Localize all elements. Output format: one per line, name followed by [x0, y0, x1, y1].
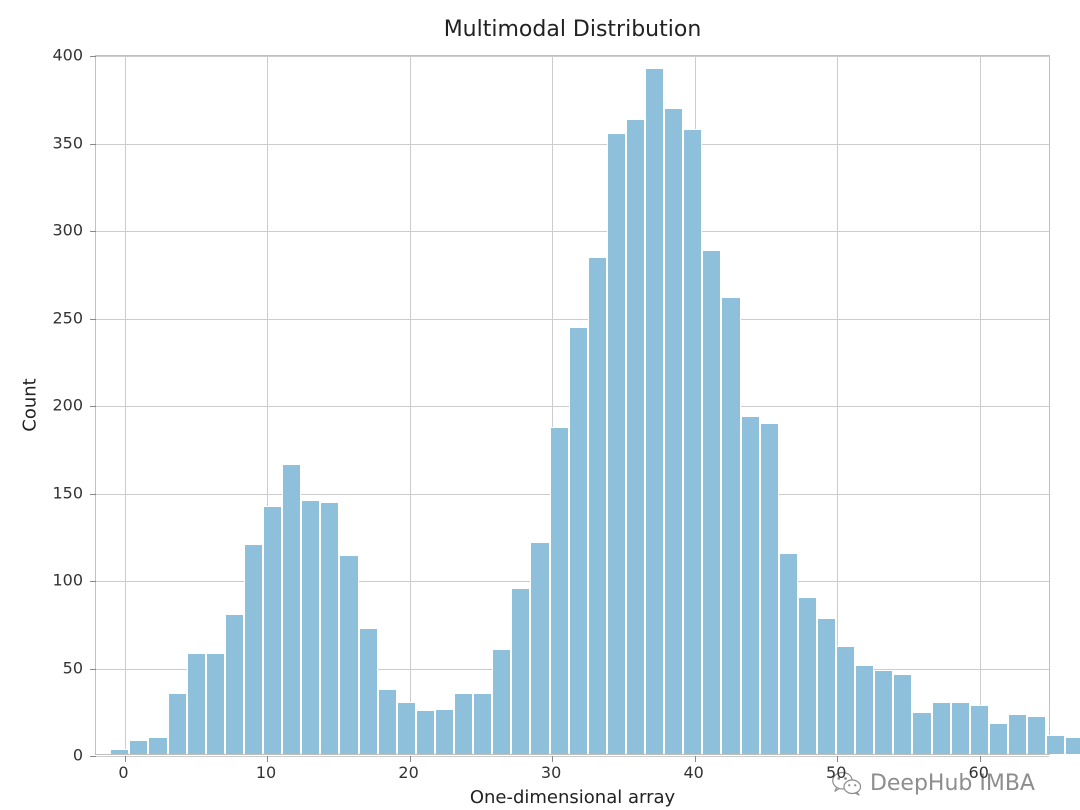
histogram-bar — [473, 693, 492, 754]
y-tick-mark — [90, 756, 96, 757]
histogram-bar — [607, 133, 626, 754]
grid-line-h — [96, 756, 1049, 757]
histogram-bar — [932, 702, 951, 755]
x-tick-label: 60 — [969, 763, 989, 782]
plot-area — [95, 55, 1050, 755]
histogram-bar — [301, 500, 320, 754]
histogram-bar — [378, 689, 397, 754]
histogram-bar — [798, 597, 817, 755]
histogram-bar — [339, 555, 358, 755]
histogram-bar — [702, 250, 721, 754]
histogram-bar — [626, 119, 645, 754]
histogram-bar — [550, 427, 569, 754]
grid-line-h — [96, 319, 1049, 320]
histogram-bar — [129, 740, 148, 754]
histogram-bar — [282, 464, 301, 755]
histogram-bar — [110, 749, 129, 754]
y-tick-mark — [90, 406, 96, 407]
histogram-bar — [912, 712, 931, 754]
y-tick-mark — [90, 581, 96, 582]
histogram-bar — [1008, 714, 1027, 754]
histogram-bar — [569, 327, 588, 754]
watermark: DeepHub IMBA — [832, 770, 1035, 796]
histogram-bar — [836, 646, 855, 755]
histogram-bar — [435, 709, 454, 755]
y-axis-title: Count — [20, 378, 41, 431]
chart-title: Multimodal Distribution — [95, 17, 1050, 42]
y-tick-mark — [90, 144, 96, 145]
histogram-bar — [1027, 716, 1046, 755]
histogram-bar — [530, 542, 549, 754]
grid-line-v — [980, 56, 981, 754]
histogram-bar — [817, 618, 836, 755]
histogram-bar — [874, 670, 893, 754]
histogram-bar — [645, 68, 664, 754]
y-tick-mark — [90, 494, 96, 495]
x-tick-label: 10 — [256, 763, 276, 782]
histogram-bar — [721, 297, 740, 754]
y-tick-mark — [90, 669, 96, 670]
y-tick-mark — [90, 319, 96, 320]
grid-line-v — [125, 56, 126, 754]
histogram-bar — [148, 737, 167, 755]
histogram-bar — [760, 423, 779, 754]
grid-line-h — [96, 231, 1049, 232]
histogram-bar — [187, 653, 206, 755]
x-tick-mark — [125, 756, 126, 762]
histogram-bar — [454, 693, 473, 754]
histogram-bar — [683, 129, 702, 754]
histogram-bar — [779, 553, 798, 754]
x-tick-mark — [980, 756, 981, 762]
histogram-bar — [855, 665, 874, 754]
histogram-bar — [416, 710, 435, 754]
histogram-bar — [244, 544, 263, 754]
x-tick-label: 50 — [826, 763, 846, 782]
x-tick-mark — [267, 756, 268, 762]
histogram-bar — [664, 108, 683, 754]
histogram-bar — [168, 693, 187, 754]
histogram-bar — [511, 588, 530, 754]
histogram-bar — [206, 653, 225, 755]
histogram-bar — [951, 702, 970, 755]
x-tick-label: 20 — [398, 763, 418, 782]
histogram-bar — [263, 506, 282, 755]
x-tick-mark — [837, 756, 838, 762]
x-tick-label: 40 — [683, 763, 703, 782]
x-tick-mark — [552, 756, 553, 762]
x-tick-label: 0 — [118, 763, 128, 782]
watermark-text: DeepHub IMBA — [870, 771, 1035, 796]
x-tick-label: 30 — [541, 763, 561, 782]
histogram-bar — [320, 502, 339, 754]
y-tick-mark — [90, 231, 96, 232]
histogram-bar — [225, 614, 244, 754]
figure: Multimodal Distribution Count One-dimens… — [0, 0, 1080, 810]
y-tick-mark — [90, 56, 96, 57]
histogram-bar — [397, 702, 416, 755]
grid-line-v — [410, 56, 411, 754]
histogram-bar — [1065, 737, 1080, 755]
grid-line-h — [96, 144, 1049, 145]
histogram-bar — [359, 628, 378, 754]
grid-line-h — [96, 56, 1049, 57]
histogram-bar — [970, 705, 989, 754]
histogram-bar — [588, 257, 607, 754]
histogram-bar — [989, 723, 1008, 755]
histogram-bar — [492, 649, 511, 754]
x-tick-mark — [410, 756, 411, 762]
x-tick-mark — [695, 756, 696, 762]
histogram-bar — [893, 674, 912, 755]
histogram-bar — [741, 416, 760, 754]
histogram-bar — [1046, 735, 1065, 754]
